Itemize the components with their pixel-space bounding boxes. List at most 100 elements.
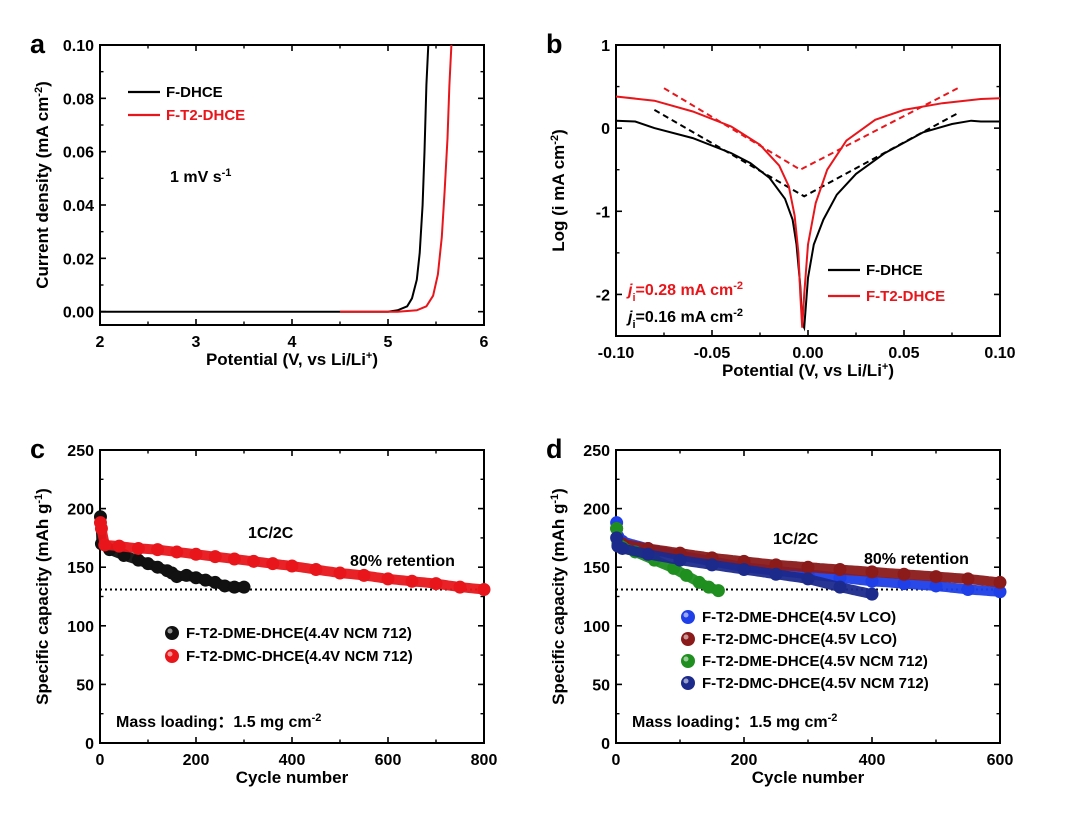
rate-label: 1C/2C (248, 525, 294, 542)
data-point (405, 574, 419, 588)
x-axis-title: Cycle number (236, 768, 349, 787)
y-tick-label: 150 (583, 560, 610, 577)
x-axis-title: Cycle number (752, 768, 865, 787)
y-tick-label: 0 (601, 121, 610, 138)
x-tick-label: 400 (859, 752, 886, 769)
y-tick-label: 200 (67, 502, 94, 519)
y-tick-label: 50 (76, 677, 94, 694)
panel-a: 2 3 4 5 6 0.00 0.02 0.04 0.06 0.08 0.10 Potential (… (30, 29, 489, 369)
legend-marker (681, 632, 695, 646)
data-point (131, 541, 145, 555)
legend-label: F-T2-DHCE (166, 107, 245, 124)
data-point (769, 567, 783, 581)
y-tick-label: 0.02 (63, 251, 94, 268)
data-point (865, 587, 879, 601)
x-tick-label: 600 (987, 752, 1014, 769)
data-point (673, 553, 687, 567)
data-point (333, 566, 347, 580)
x-tick-label: 0.00 (792, 345, 823, 362)
panel-c: 0 200 400 600 800 0 50 100 150 200 250 Cycle number… (30, 434, 497, 787)
legend-label: F-T2-DHCE (866, 288, 945, 305)
scan-rate-annotation: 1 mV s-1​ (170, 167, 231, 186)
x-tick-label: 200 (183, 752, 210, 769)
plot-frame (99, 449, 485, 744)
x-tick-label: 0 (612, 752, 621, 769)
y-axis-title: Current density (mA cm-2​) (33, 81, 52, 289)
data-point (98, 538, 112, 552)
legend-label: F-T2-DME-DHCE(4.5V LCO) (702, 609, 896, 626)
x-tick-label: 5 (384, 334, 393, 351)
series-line (615, 95, 1001, 328)
legend-label: F-T2-DMC-DHCE(4.4V NCM 712) (186, 648, 413, 665)
data-point (237, 580, 251, 594)
y-tick-label: -2 (596, 287, 610, 304)
x-tick-label: 200 (731, 752, 758, 769)
y-tick-label: 0.04 (63, 198, 94, 215)
legend-marker-highlight (683, 678, 689, 684)
legend-marker (165, 649, 179, 663)
y-tick-label: 250 (583, 443, 610, 460)
data-point (94, 522, 108, 536)
y-tick-label: 250 (67, 443, 94, 460)
data-point (705, 558, 719, 572)
legend-label: F-T2-DMC-DHCE(4.5V LCO) (702, 631, 897, 648)
x-tick-label: 0 (96, 752, 105, 769)
y-tick-label: 100 (67, 619, 94, 636)
y-axis-title: Specific capacity (mAh g-1​) (33, 488, 52, 705)
x-axis-title: Potential (V, vs Li/Li+​) (722, 361, 894, 380)
data-point (247, 554, 261, 568)
x-tick-label: 0.10 (984, 345, 1015, 362)
x-tick-label: 0.05 (888, 345, 919, 362)
data-point (477, 582, 491, 596)
data-point (801, 560, 815, 574)
panel-label: d (546, 434, 563, 464)
data-point (208, 550, 222, 564)
data-point (641, 547, 655, 561)
y-axis-title: Specific capacity (mAh g-1​) (549, 488, 568, 705)
data-point (112, 539, 126, 553)
data-point (833, 563, 847, 577)
y-tick-label: 100 (583, 619, 610, 636)
legend-marker (165, 626, 179, 640)
legend-marker (681, 610, 695, 624)
y-tick-label: 0.10 (63, 38, 94, 55)
y-tick-label: 0 (85, 736, 94, 753)
y-tick-label: -1 (596, 204, 610, 221)
x-axis-title: Potential (V, vs Li/Li+​) (206, 350, 378, 369)
x-tick-label: 800 (471, 752, 498, 769)
data-point (453, 580, 467, 594)
tafel-fit-line (663, 87, 959, 171)
panel-d: 0 200 400 600 0 50 100 150 200 250 Cycle number Spe… (546, 434, 1013, 787)
data-point (801, 572, 815, 586)
legend-label: F-DHCE (166, 84, 223, 101)
exchange-current-annotation: ji​=0.16 mA cm-2​ (626, 307, 743, 331)
y-tick-label: 1 (601, 38, 610, 55)
x-tick-label: 4 (288, 334, 297, 351)
data-point (737, 563, 751, 577)
data-point (961, 572, 975, 586)
data-point (897, 567, 911, 581)
mass-loading-label: Mass loading：1.5 mg cm-2​ (116, 712, 321, 731)
legend-label: F-T2-DME-DHCE(4.4V NCM 712) (186, 625, 412, 642)
data-point (429, 577, 443, 591)
series-line (340, 44, 453, 313)
retention-label: 80% retention (350, 553, 455, 570)
data-point (929, 570, 943, 584)
data-point (151, 543, 165, 557)
x-tick-label: -0.10 (598, 345, 635, 362)
legend-marker (681, 676, 695, 690)
data-point (865, 565, 879, 579)
mass-loading-label: Mass loading：1.5 mg cm-2​ (632, 712, 837, 731)
y-tick-label: 0 (601, 736, 610, 753)
data-point (189, 547, 203, 561)
legend-marker-highlight (167, 628, 173, 634)
y-axis-title: Log (i mA cm-2​) (549, 129, 568, 252)
legend-marker-highlight (683, 612, 689, 618)
data-point (615, 541, 629, 555)
data-point (285, 559, 299, 573)
x-tick-label: 400 (279, 752, 306, 769)
data-point (679, 568, 693, 582)
x-tick-label: 2 (96, 334, 105, 351)
y-tick-label: 150 (67, 560, 94, 577)
